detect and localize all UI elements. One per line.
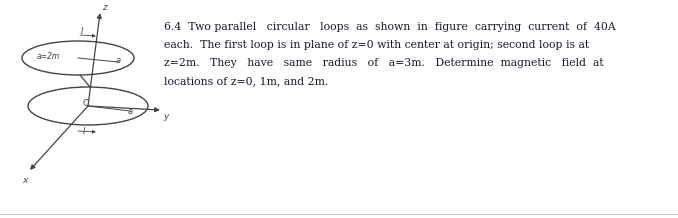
- Text: y: y: [163, 112, 168, 121]
- Text: O: O: [83, 99, 89, 107]
- Text: I: I: [81, 27, 83, 36]
- Text: each.  The first loop is in plane of z=0 with center at origin; second loop is a: each. The first loop is in plane of z=0 …: [164, 40, 589, 50]
- Text: a=2m: a=2m: [37, 51, 60, 61]
- Text: a: a: [128, 107, 133, 116]
- Text: x: x: [22, 176, 27, 185]
- Text: I: I: [83, 127, 85, 136]
- Text: a: a: [116, 56, 121, 65]
- Text: locations of z=0, 1m, and 2m.: locations of z=0, 1m, and 2m.: [164, 76, 328, 86]
- Text: z: z: [102, 3, 106, 12]
- Text: z=2m.   They   have   same   radius   of   a=3m.   Determine  magnetic   field  : z=2m. They have same radius of a=3m. Det…: [164, 58, 603, 68]
- Text: 6.4  Two parallel   circular   loops  as  shown  in  figure  carrying  current  : 6.4 Two parallel circular loops as shown…: [164, 22, 616, 32]
